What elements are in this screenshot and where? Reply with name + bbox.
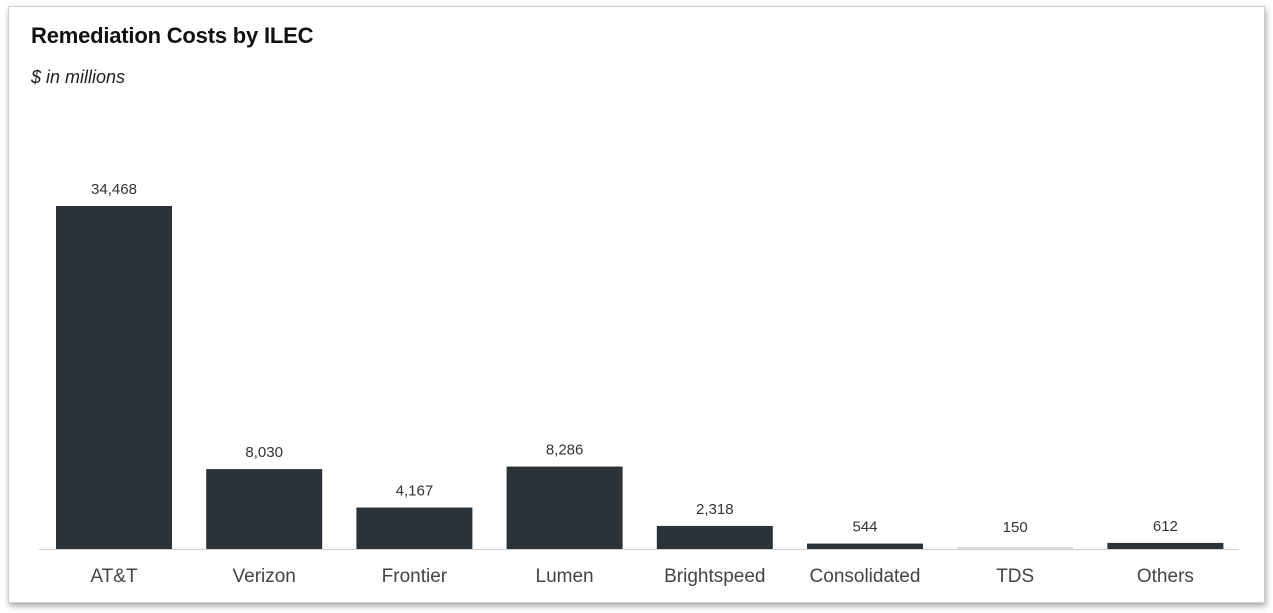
data-label: 2,318 (696, 501, 734, 518)
data-label: 612 (1153, 518, 1178, 535)
data-label: 34,468 (91, 181, 137, 198)
data-label: 8,030 (245, 444, 283, 461)
category-label: Brightspeed (664, 566, 765, 587)
data-label: 150 (1003, 519, 1028, 536)
data-label: 8,286 (546, 442, 584, 459)
category-label: AT&T (90, 566, 138, 587)
bar-tds (957, 547, 1074, 549)
category-label: Consolidated (810, 566, 921, 587)
chart-subtitle: $ in millions (31, 67, 126, 87)
chart-title: Remediation Costs by ILEC (31, 23, 314, 48)
data-label: 4,167 (396, 483, 434, 500)
bar-brightspeed (656, 525, 773, 549)
category-label: Others (1137, 566, 1194, 587)
category-label: TDS (996, 566, 1034, 587)
category-label: Frontier (382, 566, 448, 587)
chart-card: Remediation Costs by ILEC $ in millions … (8, 6, 1265, 603)
data-label: 544 (852, 519, 877, 536)
bar-lumen (506, 466, 623, 549)
bar-frontier (356, 507, 473, 549)
bar-chart: 34,468 AT&T 8,030 Verizon 4,167 Frontier 8,286… (39, 181, 1239, 587)
category-label: Verizon (233, 566, 296, 587)
category-label: Lumen (536, 566, 594, 587)
bar-verizon (206, 469, 323, 549)
bar-consolidated (807, 543, 923, 549)
bar-at-t (56, 206, 172, 549)
bar-others (1107, 542, 1224, 549)
